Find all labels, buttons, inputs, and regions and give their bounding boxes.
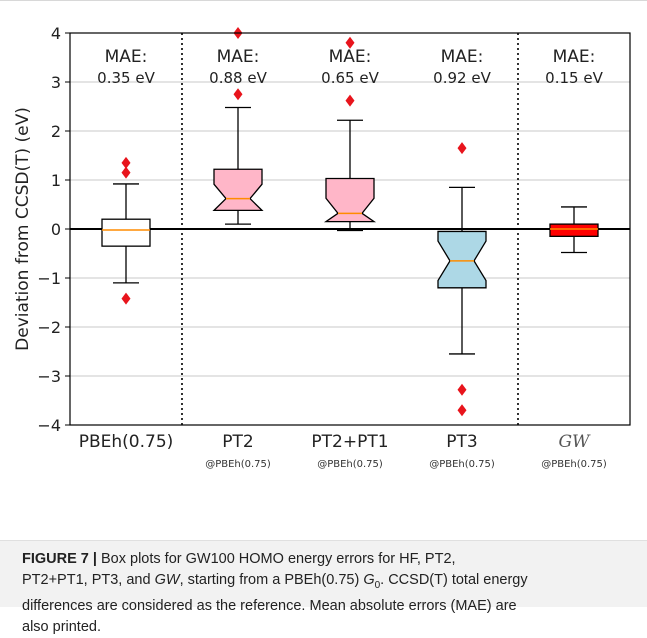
mae-value: 0.92 eV	[433, 69, 491, 87]
box-pt2	[212, 106, 264, 225]
y-tick-label: 1	[51, 171, 61, 190]
caption-label: FIGURE 7 |	[22, 551, 97, 567]
outlier-diamond	[345, 94, 355, 107]
box-plot-figure: −4 −3 −2 −1 0 1 2 3 4 PBEh(0.75) PT2 @PBEh(0.75) PT…	[13, 24, 631, 470]
group-separators	[181, 33, 519, 425]
outlier-diamond	[457, 404, 467, 417]
caption-gw: GW	[154, 572, 180, 588]
box-body	[437, 230, 487, 289]
caption-text-3: , starting from a PBEh(0.75)	[179, 572, 364, 588]
mae-value: 0.15 eV	[545, 69, 603, 87]
y-tick-label: −4	[37, 416, 61, 435]
outlier-diamond	[121, 156, 131, 169]
outlier-diamond	[457, 383, 467, 396]
mae-title: MAE:	[105, 47, 148, 67]
mae-value: 0.35 eV	[97, 69, 155, 87]
caption-text-2: PT2+PT1, PT3, and	[22, 572, 155, 588]
y-axis-label: Deviation from CCSD(T) (eV)	[13, 107, 33, 351]
box-body	[323, 177, 377, 223]
y-tick-label: 4	[51, 24, 61, 43]
y-tick-label: −1	[37, 269, 61, 288]
box-pt3	[437, 186, 487, 355]
outlier-diamond	[233, 88, 243, 101]
box-body	[101, 218, 151, 247]
x-tick-label: PT3	[446, 432, 477, 452]
box-pt2-pt1	[323, 119, 377, 232]
caption-text-1: Box plots for GW100 HOMO energy errors f…	[96, 551, 456, 567]
mae-title: MAE:	[217, 47, 260, 67]
x-tick-sublabel: @PBEh(0.75)	[541, 459, 607, 470]
box-body	[549, 223, 599, 238]
y-tick-label: 0	[51, 220, 61, 239]
box-pbeh-0-75-	[101, 183, 151, 284]
caption-text-4: . CCSD(T) total energy	[380, 572, 528, 588]
x-tick-label: PBEh(0.75)	[79, 432, 174, 452]
y-tick-label: −2	[37, 318, 61, 337]
mae-title: MAE:	[553, 47, 596, 67]
outlier-diamond	[121, 292, 131, 305]
x-axis-labels: PBEh(0.75) PT2 @PBEh(0.75) PT2+PT1 @PBEh(0.7…	[79, 432, 607, 470]
outlier-markers	[121, 27, 467, 417]
figure-caption: FIGURE 7 | Box plots for GW100 HOMO ener…	[22, 549, 632, 638]
outlier-diamond	[121, 166, 131, 179]
caption-line-4: also printed.	[22, 618, 101, 635]
mae-value: 0.88 eV	[209, 69, 267, 87]
y-axis-ticks: −4 −3 −2 −1 0 1 2 3 4	[37, 24, 70, 435]
y-tick-label: −3	[37, 367, 61, 386]
y-tick-label: 3	[51, 73, 61, 92]
y-tick-label: 2	[51, 122, 61, 141]
box-gw	[549, 206, 599, 254]
mae-title: MAE:	[441, 47, 484, 67]
figure-caption-box: FIGURE 7 | Box plots for GW100 HOMO ener…	[0, 540, 647, 635]
x-tick-label: PT2	[222, 432, 253, 452]
mae-title: MAE:	[329, 47, 372, 67]
caption-g: G	[363, 572, 375, 588]
outlier-diamond	[457, 142, 467, 155]
x-tick-sublabel: @PBEh(0.75)	[429, 459, 495, 470]
x-tick-sublabel: @PBEh(0.75)	[317, 459, 383, 470]
figure-top-border	[0, 0, 647, 1]
mae-value: 0.65 eV	[321, 69, 379, 87]
x-tick-label: PT2+PT1	[311, 432, 388, 452]
x-tick-sublabel: @PBEh(0.75)	[205, 459, 271, 470]
caption-g-sub: 0	[374, 579, 381, 591]
box-series	[101, 106, 599, 355]
x-tick-label: GW	[558, 432, 591, 452]
mae-labels: MAE: 0.35 eV MAE: 0.88 eV MAE: 0.65 eV MAE: 0.9…	[97, 47, 603, 87]
box-body	[212, 168, 264, 212]
outlier-diamond	[345, 36, 355, 49]
